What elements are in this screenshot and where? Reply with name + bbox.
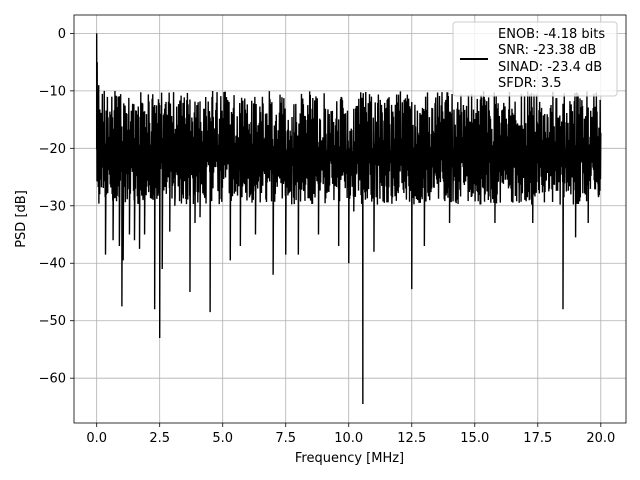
x-tick-label: 12.5: [397, 431, 426, 446]
x-tick-label: 17.5: [523, 431, 552, 446]
legend: ENOB: -4.18 bits SNR: -23.38 dB SINAD: -…: [452, 21, 618, 97]
plot-frame: [73, 14, 627, 424]
x-tick-label: 5.0: [212, 431, 233, 446]
y-tick-label: −20: [39, 142, 66, 157]
x-tick-label: 15.0: [460, 431, 489, 446]
legend-line-1: ENOB: -4.18 bits: [498, 27, 605, 42]
y-tick-label: −30: [39, 199, 66, 214]
legend-box: [452, 21, 618, 97]
x-tick-label: 20.0: [586, 431, 615, 446]
y-tick-label: −10: [39, 84, 66, 99]
ticks: 0.0 2.5 5.0 7.5 10.0 12.5 15.0 17.5 20.0 0 −10 −20 −…: [39, 27, 616, 446]
series-group: [95, 33, 602, 405]
x-tick-label: 2.5: [149, 431, 170, 446]
x-tick-label: 10.0: [334, 431, 363, 446]
y-tick-label: −50: [39, 314, 66, 329]
y-tick-label: −60: [39, 372, 66, 387]
y-tick-label: −40: [39, 257, 66, 272]
psd-series-line: [95, 33, 602, 405]
x-axis-label: Frequency [MHz]: [295, 451, 404, 466]
legend-line-2: SNR: -23.38 dB: [498, 43, 596, 58]
y-axis-label: PSD [dB]: [14, 190, 29, 248]
y-tick-label: 0: [58, 27, 66, 42]
x-tick-label: 0.0: [86, 431, 107, 446]
legend-line-3: SINAD: -23.4 dB: [498, 60, 602, 75]
legend-line-4: SFDR: 3.5: [498, 76, 562, 91]
x-tick-label: 7.5: [275, 431, 296, 446]
